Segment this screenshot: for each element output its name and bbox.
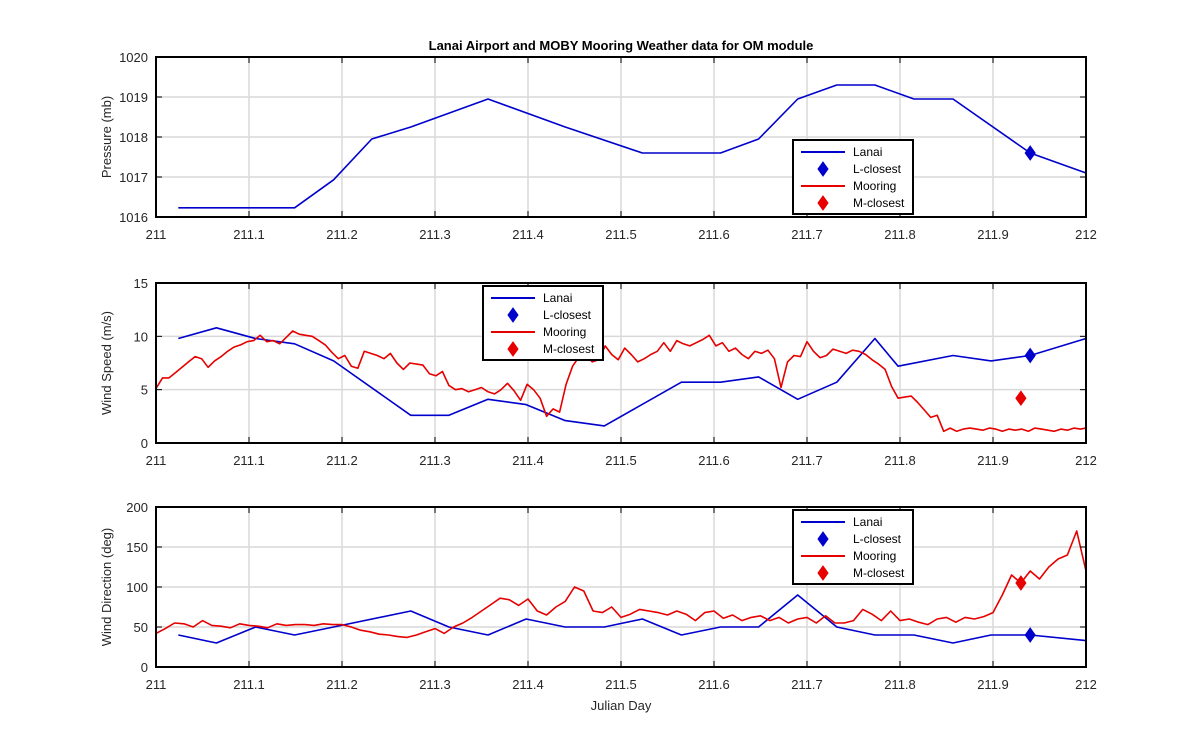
x-tick-label: 211.6 <box>698 677 730 692</box>
series-line-mooring <box>155 530 1087 639</box>
legend-label: M-closest <box>853 196 905 210</box>
x-tick-label: 211 <box>146 453 167 468</box>
x-tick-label: 211.2 <box>326 677 358 692</box>
y-tick-label: 150 <box>126 540 148 555</box>
legend-label: M-closest <box>543 342 595 356</box>
legend-marker-m-closest <box>817 565 829 581</box>
legend-label: L-closest <box>543 308 592 322</box>
marker-m-closest <box>1015 575 1027 591</box>
legend-marker-l-closest <box>817 531 829 547</box>
x-tick-label: 211 <box>146 677 167 692</box>
marker-m-closest <box>1015 390 1027 407</box>
legend-label: M-closest <box>853 566 905 580</box>
figure-title: Lanai Airport and MOBY Mooring Weather d… <box>429 38 814 53</box>
series-line-lanai <box>178 326 1087 427</box>
y-axis-label: Pressure (mb) <box>99 96 114 178</box>
x-tick-label: 211.9 <box>977 453 1009 468</box>
y-tick-label: 1017 <box>119 170 148 185</box>
x-tick-label: 212 <box>1075 453 1097 468</box>
x-tick-label: 211.2 <box>326 453 358 468</box>
legend-marker-m-closest <box>507 341 519 357</box>
legend-marker-l-closest <box>817 161 829 177</box>
panel-2: 211 211.1 211.2 211.3 211.4 211.5 211.6 211.7 21… <box>99 276 1097 468</box>
series-line-lanai <box>178 594 1087 644</box>
marker-l-closest <box>1024 627 1036 643</box>
legend-label: Lanai <box>543 291 572 305</box>
y-tick-label: 0 <box>141 660 148 675</box>
legend: Lanai L-closest Mooring M-closest <box>482 285 604 361</box>
marker-l-closest <box>1024 145 1036 161</box>
legend-label: L-closest <box>853 532 902 546</box>
x-tick-label: 211.6 <box>698 227 730 242</box>
x-tick-label: 211.5 <box>605 677 637 692</box>
x-tick-label: 211.6 <box>698 453 730 468</box>
x-tick-label: 211.7 <box>791 677 823 692</box>
x-tick-label: 211.9 <box>977 677 1009 692</box>
x-tick-label: 211.5 <box>605 453 637 468</box>
y-tick-label: 15 <box>134 276 148 291</box>
x-tick-label: 211.3 <box>419 453 451 468</box>
y-axis-label: Wind Direction (deg) <box>99 528 114 647</box>
x-tick-label: 211.8 <box>884 453 916 468</box>
legend-marker-l-closest <box>507 307 519 323</box>
legend-label: Lanai <box>853 145 882 159</box>
series-line-lanai <box>178 84 1087 209</box>
x-tick-label: 211.5 <box>605 227 637 242</box>
legend-label: Lanai <box>853 515 882 529</box>
legend-label: L-closest <box>853 162 902 176</box>
x-tick-label: 211.7 <box>791 227 823 242</box>
y-tick-label: 5 <box>141 383 148 398</box>
x-tick-label: 211.3 <box>419 677 451 692</box>
y-tick-label: 1019 <box>119 90 148 105</box>
panel-1: 211 211.1 211.2 211.3 211.4 211.5 211.6 211.7 21… <box>99 50 1097 242</box>
series-line-mooring <box>155 330 1087 433</box>
legend-marker-m-closest <box>817 195 829 211</box>
y-tick-label: 1016 <box>119 210 148 225</box>
y-tick-label: 10 <box>134 329 148 344</box>
x-tick-label: 211.1 <box>233 453 265 468</box>
y-tick-label: 1020 <box>119 50 148 65</box>
x-tick-label: 211.1 <box>233 677 265 692</box>
marker-l-closest <box>1024 347 1036 364</box>
x-tick-label: 211.9 <box>977 227 1009 242</box>
y-tick-label: 200 <box>126 500 148 515</box>
legend-label: Mooring <box>543 325 586 339</box>
x-tick-label: 211.7 <box>791 453 823 468</box>
x-tick-label: 212 <box>1075 677 1097 692</box>
x-tick-label: 211.3 <box>419 227 451 242</box>
x-tick-label: 211.4 <box>512 453 544 468</box>
x-tick-label: 211.1 <box>233 227 265 242</box>
legend-label: Mooring <box>853 179 896 193</box>
x-tick-label: 211.8 <box>884 227 916 242</box>
y-axis-label: Wind Speed (m/s) <box>99 311 114 415</box>
y-tick-label: 1018 <box>119 130 148 145</box>
legend: Lanai L-closest Mooring M-closest <box>792 139 914 215</box>
x-tick-label: 211 <box>146 227 167 242</box>
y-tick-label: 100 <box>126 580 148 595</box>
x-tick-label: 211.8 <box>884 677 916 692</box>
y-tick-label: 50 <box>134 620 148 635</box>
legend-label: Mooring <box>853 549 896 563</box>
legend: Lanai L-closest Mooring M-closest <box>792 509 914 585</box>
x-axis-label: Julian Day <box>591 698 652 713</box>
x-tick-label: 211.4 <box>512 227 544 242</box>
y-tick-label: 0 <box>141 436 148 451</box>
x-tick-label: 212 <box>1075 227 1097 242</box>
x-tick-label: 211.2 <box>326 227 358 242</box>
panel-3: 211 211.1 211.2 211.3 211.4 211.5 211.6 211.7 21… <box>99 500 1097 692</box>
x-tick-label: 211.4 <box>512 677 544 692</box>
